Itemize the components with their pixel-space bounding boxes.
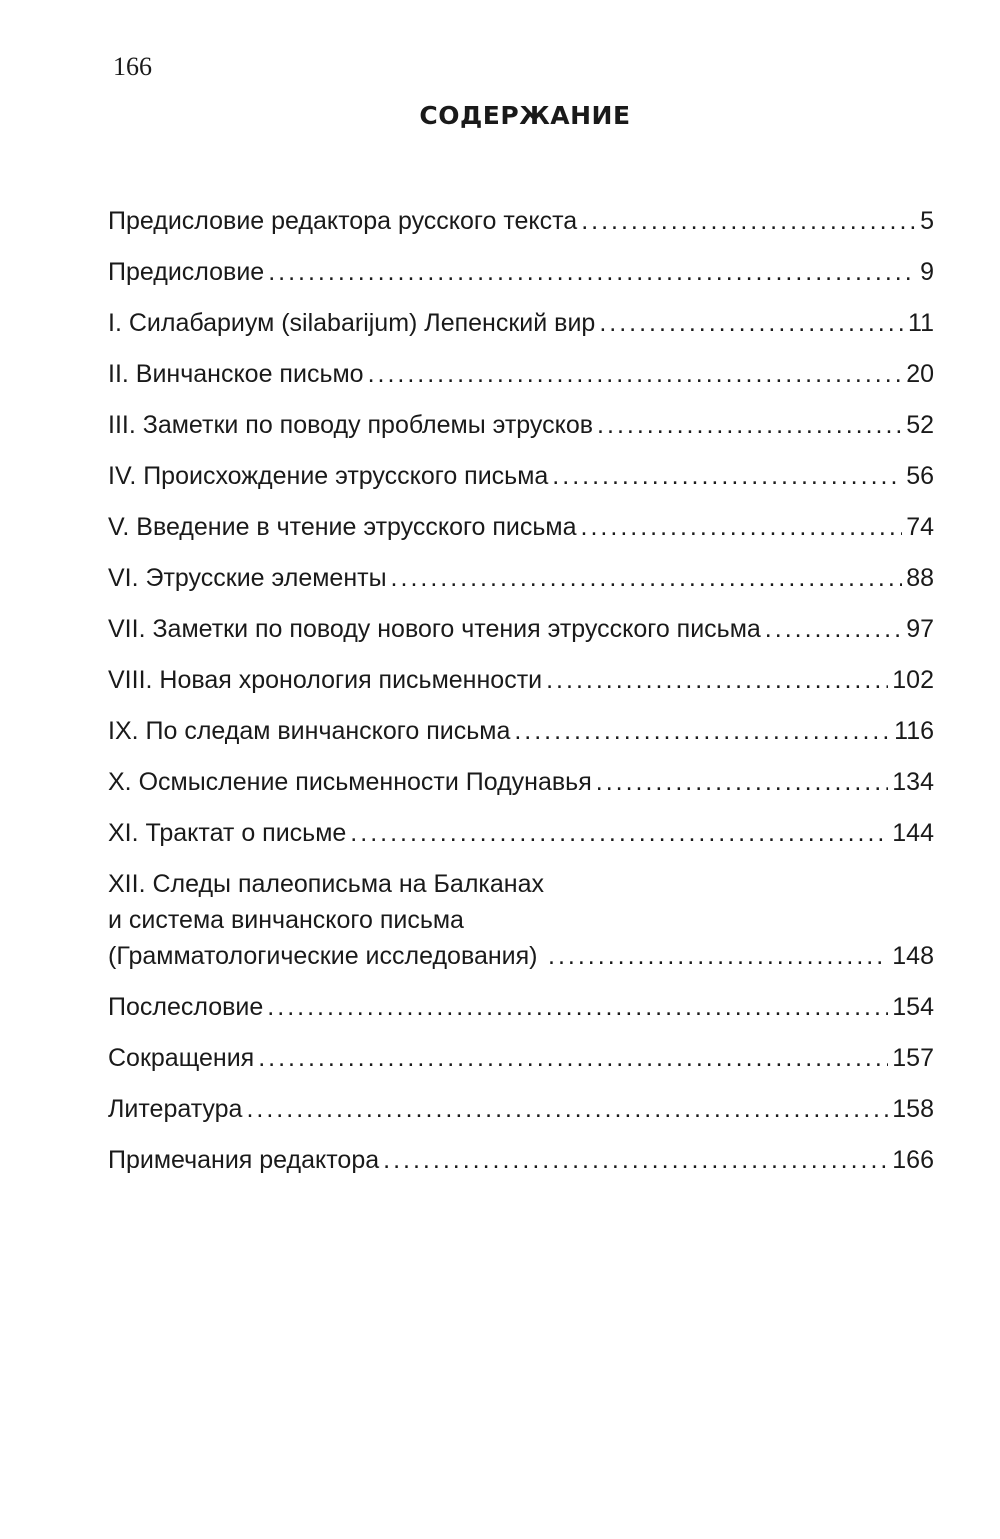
dot-leader <box>368 356 903 392</box>
toc-entry-title: Предисловие <box>108 258 265 286</box>
toc-entry: Сокращения 157 <box>108 1040 934 1076</box>
toc-entry-page: 88 <box>906 564 934 592</box>
toc-entry-page: 56 <box>906 462 934 490</box>
page-title: СОДЕРЖАНИЕ <box>419 101 631 130</box>
toc-entry: IV. Происхождение этрусского письма 56 <box>108 458 934 494</box>
toc-entry: XII. Следы палеописьма на Балканах и сис… <box>108 866 934 974</box>
toc-entry-page: 52 <box>906 411 934 439</box>
toc-entry: I. Силабариум (silabarijum) Лепенский ви… <box>108 305 934 341</box>
toc-entry: VIII. Новая хронология письменности 102 <box>108 662 934 698</box>
toc-entry: Послесловие 154 <box>108 989 934 1025</box>
dot-leader <box>268 254 916 290</box>
toc-entry: Предисловие редактора русского текста 5 <box>108 203 934 239</box>
toc-entry-page: 97 <box>906 615 934 643</box>
dot-leader <box>350 815 888 851</box>
toc-entry-page: 9 <box>920 258 934 286</box>
toc-entry-title: I. Силабариум (silabarijum) Лепенский ви… <box>108 309 596 337</box>
dot-leader <box>514 713 890 749</box>
dot-leader <box>546 662 888 698</box>
toc-entry-page: 5 <box>920 207 934 235</box>
toc-entry-title: V. Введение в чтение этрусского письма <box>108 513 577 541</box>
toc-entry-page: 20 <box>906 360 934 388</box>
toc-entry: XI. Трактат о письме 144 <box>108 815 934 851</box>
toc-entry-title: VI. Этрусские элементы <box>108 564 387 592</box>
dot-leader <box>383 1142 888 1178</box>
dot-leader <box>765 611 902 647</box>
toc-entry-title: VII. Заметки по поводу нового чтения этр… <box>108 615 761 643</box>
toc-entry: Литература 158 <box>108 1091 934 1127</box>
dot-leader <box>581 203 916 239</box>
toc-entry-title: X. Осмысление письменности Подунавья <box>108 768 592 796</box>
toc-entry-page: 144 <box>892 819 934 847</box>
toc-entry-page: 74 <box>906 513 934 541</box>
toc-entry: II. Винчанское письмо 20 <box>108 356 934 392</box>
toc-entry-title: XII. Следы палеописьма на Балканах и сис… <box>108 870 545 970</box>
dot-leader <box>581 509 903 545</box>
toc-entry-title: II. Винчанское письмо <box>108 360 364 388</box>
dot-leader <box>258 1040 888 1076</box>
toc-entry-title: XI. Трактат о письме <box>108 819 347 847</box>
toc-entry-page: 102 <box>892 666 934 694</box>
dot-leader <box>391 560 903 596</box>
dot-leader <box>267 989 888 1025</box>
toc-entry: V. Введение в чтение этрусского письма 74 <box>108 509 934 545</box>
toc-entry-title: IX. По следам винчанского письма <box>108 717 511 745</box>
dot-leader <box>552 458 902 494</box>
dot-leader <box>599 305 904 341</box>
toc-entry-page: 154 <box>892 993 934 1021</box>
dot-leader <box>597 407 902 443</box>
page-number: 166 <box>113 52 152 81</box>
toc-entry-page: 11 <box>908 309 934 337</box>
toc-entry: Предисловие 9 <box>108 254 934 290</box>
toc-entry-title: Сокращения <box>108 1044 255 1072</box>
dot-leader <box>246 1091 888 1127</box>
toc-entry-title: Литература <box>108 1095 243 1123</box>
toc-entry: III. Заметки по поводу проблемы этрусков… <box>108 407 934 443</box>
toc-entry-title: Предисловие редактора русского текста <box>108 207 578 235</box>
dot-leader <box>596 764 889 800</box>
toc-entry: IX. По следам винчанского письма 116 <box>108 713 934 749</box>
toc-entry-page: 166 <box>892 1146 934 1174</box>
toc-entry-page: 148 <box>892 942 934 970</box>
toc-entry: X. Осмысление письменности Подунавья 134 <box>108 764 934 800</box>
toc-entry-title: Послесловие <box>108 993 264 1021</box>
toc-entry-title: Примечания редактора <box>108 1146 380 1174</box>
table-of-contents: Предисловие редактора русского текста5Пр… <box>108 203 934 1193</box>
toc-entry-title: III. Заметки по поводу проблемы этрусков <box>108 411 594 439</box>
toc-entry-page: 157 <box>892 1044 934 1072</box>
toc-entry-page: 134 <box>892 768 934 796</box>
toc-entry-page: 158 <box>892 1095 934 1123</box>
dot-leader <box>548 938 888 974</box>
toc-entry-title: IV. Происхождение этрусского письма <box>108 462 549 490</box>
toc-entry: Примечания редактора 166 <box>108 1142 934 1178</box>
toc-entry: VII. Заметки по поводу нового чтения этр… <box>108 611 934 647</box>
toc-entry: VI. Этрусские элементы 88 <box>108 560 934 596</box>
toc-entry-page: 116 <box>894 717 934 745</box>
toc-entry-title: VIII. Новая хронология письменности <box>108 666 543 694</box>
